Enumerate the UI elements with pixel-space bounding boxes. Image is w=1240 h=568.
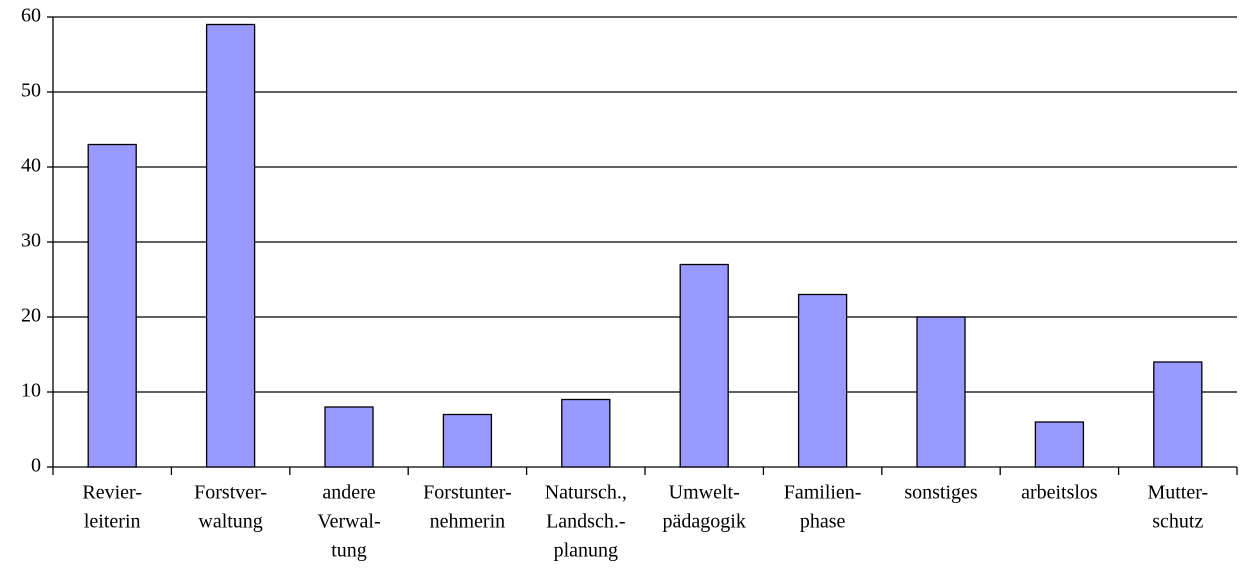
bar (679, 263, 729, 468)
x-tick-label: Forstver- (194, 482, 267, 504)
bar (1034, 421, 1085, 468)
x-tick-label: nehmerin (430, 511, 506, 533)
x-tick-label: andere (322, 482, 375, 504)
x-tick-label: Mutter- (1147, 482, 1208, 504)
x-tick-label: leiterin (84, 511, 141, 533)
x-tick-label: planung (554, 540, 618, 562)
x-tick-label: Umwelt- (669, 482, 740, 504)
y-tick-label: 60 (21, 5, 41, 27)
x-tick-label: tung (331, 540, 367, 562)
x-tick-label: arbeitslos (1021, 482, 1098, 504)
y-tick-label: 0 (31, 455, 41, 477)
y-tick-label: 50 (21, 80, 41, 102)
bar (1153, 361, 1203, 468)
bar (561, 398, 611, 468)
x-tick-label: Verwal- (317, 511, 380, 533)
x-tick-label: Landsch.- (546, 511, 625, 533)
bar (205, 23, 256, 468)
bar (442, 413, 493, 468)
x-tick-label: Forstunter- (423, 482, 511, 504)
y-tick-label: 30 (21, 230, 41, 252)
y-tick-label: 40 (21, 155, 41, 177)
y-tick-label: 20 (21, 305, 41, 327)
bar (916, 316, 966, 468)
x-tick-label: Natursch., (545, 482, 627, 504)
y-tick-label: 10 (21, 380, 41, 402)
x-tick-label: Revier- (82, 482, 142, 504)
x-tick-label: sonstiges (904, 482, 978, 504)
x-tick-label: schutz (1152, 511, 1203, 533)
x-tick-label: phase (800, 511, 846, 533)
x-tick-label: Familien- (784, 482, 862, 504)
bar (324, 406, 374, 468)
bar (797, 293, 848, 468)
bar (87, 143, 137, 468)
x-tick-label: waltung (198, 511, 262, 533)
x-tick-label: pädagogik (663, 511, 746, 533)
